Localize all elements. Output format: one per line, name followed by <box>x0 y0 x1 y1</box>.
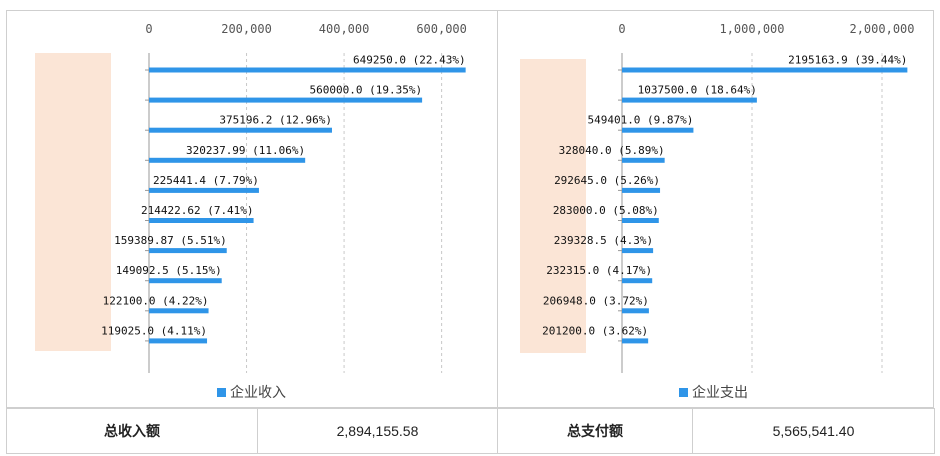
expense-bar <box>622 187 661 193</box>
expense-bar <box>622 278 653 284</box>
income-tick-label: 0 <box>145 22 152 36</box>
expense-data-label: 201200.0 (3.62%) <box>542 324 648 337</box>
expense-bar <box>622 67 908 73</box>
expense-data-label: 549401.0 (9.87%) <box>587 114 693 127</box>
total-expense-value: 5,565,541.40 <box>692 408 935 454</box>
expense-data-label: 292645.0 (5.26%) <box>554 174 660 187</box>
income-data-label: 649250.0 (22.43%) <box>353 54 466 67</box>
expense-bar <box>622 338 649 344</box>
expense-bar <box>622 218 659 223</box>
income-bar <box>149 187 259 193</box>
expense-bar <box>622 248 654 254</box>
income-bar-chart: 0 200,000 400,000 600,000 649250.0 (22.43%) 5… <box>101 22 467 401</box>
expense-tick-label: 0 <box>618 22 625 36</box>
expense-data-label: 206948.0 (3.72%) <box>543 294 649 307</box>
income-tick-label: 200,000 <box>221 22 272 36</box>
income-data-label: 159389.87 (5.51%) <box>114 234 227 247</box>
expense-bar <box>622 97 757 103</box>
income-legend-swatch <box>217 388 226 397</box>
expense-bar-chart: 0 1,000,000 2,000,000 2195163.9 (39.44%) 103… <box>542 22 914 401</box>
expense-bar <box>622 308 649 314</box>
income-data-label: 225441.4 (7.79%) <box>153 174 259 187</box>
redacted-category-labels <box>35 53 111 351</box>
income-legend-label: 企业收入 <box>230 384 286 401</box>
expense-data-label: 328040.0 (5.89%) <box>559 144 665 157</box>
income-bar <box>149 127 332 133</box>
income-data-label: 119025.0 (4.11%) <box>101 324 207 337</box>
total-expense-label: 总支付额 <box>497 408 693 454</box>
expense-data-label: 283000.0 (5.08%) <box>553 204 659 217</box>
income-bar <box>149 248 227 254</box>
expense-data-label: 232315.0 (4.17%) <box>546 264 652 277</box>
totals-table: 总收入额 2,894,155.58 总支付额 5,565,541.40 <box>6 408 935 454</box>
expense-tick-label: 1,000,000 <box>719 22 784 36</box>
expense-tick-label: 2,000,000 <box>849 22 914 36</box>
income-chart-panel: 0 200,000 400,000 600,000 649250.0 (22.43%) 5… <box>6 10 498 408</box>
expense-legend-label: 企业支出 <box>692 384 748 401</box>
income-data-label: 320237.99 (11.06%) <box>186 144 305 157</box>
income-bar <box>149 97 423 103</box>
expense-data-label: 1037500.0 (18.64%) <box>638 84 757 97</box>
income-bar <box>149 278 222 284</box>
income-bar <box>149 218 254 223</box>
expense-legend-swatch <box>679 388 688 397</box>
income-tick-label: 400,000 <box>319 22 370 36</box>
income-data-label: 122100.0 (4.22%) <box>103 294 209 307</box>
total-income-value: 2,894,155.58 <box>257 408 498 454</box>
income-tick-label: 600,000 <box>416 22 467 36</box>
expense-bar <box>622 127 694 133</box>
income-data-label: 149092.5 (5.15%) <box>116 264 222 277</box>
income-bar <box>149 67 466 73</box>
expense-chart-panel: 0 1,000,000 2,000,000 2195163.9 (39.44%) 103… <box>497 10 934 408</box>
redacted-category-labels <box>520 59 586 353</box>
expense-data-label: 2195163.9 (39.44%) <box>788 54 907 67</box>
totals-row: 总收入额 2,894,155.58 总支付额 5,565,541.40 <box>6 408 935 454</box>
income-data-label: 375196.2 (12.96%) <box>219 114 332 127</box>
income-bar <box>149 157 306 163</box>
income-bar <box>149 308 209 314</box>
income-data-label: 560000.0 (19.35%) <box>310 84 423 97</box>
expense-data-label: 239328.5 (4.3%) <box>554 234 653 247</box>
expense-bar <box>622 157 665 163</box>
income-data-label: 214422.62 (7.41%) <box>141 204 254 217</box>
total-income-label: 总收入额 <box>6 408 258 454</box>
income-bar <box>149 338 208 344</box>
